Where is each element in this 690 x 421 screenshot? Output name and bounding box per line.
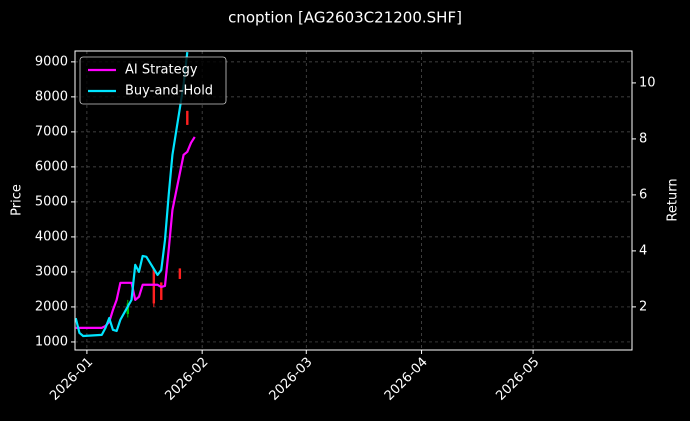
y-axis-label: Price [10, 184, 25, 216]
legend-label: Buy-and-Hold [125, 84, 213, 99]
y-tick-label: 2000 [35, 299, 68, 314]
y-tick-label: 3000 [35, 264, 68, 279]
y-tick-label: 1000 [35, 334, 68, 349]
candle-body [152, 268, 156, 304]
y-tick-label: 6000 [35, 159, 68, 174]
y-tick-label: 4000 [35, 229, 68, 244]
y2-tick-label: 8 [639, 131, 647, 146]
y2-tick-label: 10 [639, 75, 656, 90]
legend-label: AI Strategy [125, 63, 198, 78]
y2-tick-label: 6 [639, 187, 647, 202]
chart-title: cnoption [AG2603C21200.SHF] [228, 9, 462, 27]
candle-body [186, 110, 189, 125]
y-tick-label: 8000 [35, 89, 68, 104]
y2-tick-label: 4 [639, 243, 647, 258]
series-line [75, 136, 196, 329]
y2-axis-label: Return [666, 178, 681, 221]
candle-body [178, 268, 182, 279]
plot-frame [74, 50, 633, 351]
legend-box [79, 56, 227, 105]
y2-tick-label: 2 [639, 299, 647, 314]
y-tick-label: 5000 [35, 194, 68, 209]
candle-body [160, 282, 163, 300]
y-tick-label: 9000 [35, 54, 68, 69]
series-line [75, 51, 189, 338]
y-tick-label: 7000 [35, 124, 68, 139]
